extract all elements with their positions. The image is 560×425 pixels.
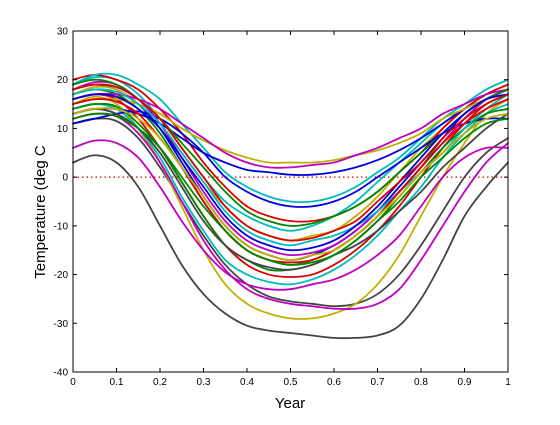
- y-tick-label: -30: [54, 319, 69, 330]
- series-line-27: [72, 112, 509, 266]
- y-tick-label: -20: [54, 270, 69, 281]
- series-layer: [72, 72, 509, 340]
- y-tick-label: 20: [57, 75, 69, 86]
- series-line-12: [72, 73, 509, 223]
- x-tick-label: 0.6: [327, 377, 341, 388]
- series-line-22: [72, 98, 509, 264]
- series-line-25: [72, 107, 509, 261]
- x-tick-label: 1: [505, 377, 511, 388]
- x-axis-label: Year: [275, 395, 305, 412]
- x-tick-label: 0: [70, 377, 76, 388]
- x-tick-label: 0.8: [414, 377, 428, 388]
- x-tick-label: 0.1: [110, 377, 124, 388]
- y-axis-label: Temperature (deg C: [32, 145, 49, 279]
- series-line-24: [72, 93, 509, 252]
- series-line-14: [72, 88, 509, 176]
- y-tick-label: 10: [57, 124, 69, 135]
- series-line-5: [72, 139, 509, 291]
- y-tick-label: -40: [54, 368, 69, 379]
- x-tick-label: 0.3: [197, 377, 211, 388]
- tick-layer: 0 0.1 0.2 0.3 0.4 0.5 0.6 0.7 0.8 0.9 1 -40 -30 -20 -1…: [54, 27, 512, 389]
- x-tick-label: 0.2: [153, 377, 167, 388]
- series-line-16: [72, 88, 509, 169]
- series-line-4: [72, 112, 509, 311]
- series-line-13: [72, 72, 509, 204]
- x-tick-label: 0.7: [371, 377, 385, 388]
- series-line-7: [72, 93, 509, 278]
- series-line-26: [72, 83, 509, 242]
- series-line-19: [72, 108, 509, 271]
- y-tick-label: 0: [62, 173, 68, 184]
- y-tick-label: 30: [57, 27, 69, 38]
- series-line-6: [72, 103, 509, 286]
- x-tick-label: 0.9: [458, 377, 472, 388]
- series-line-17: [72, 110, 509, 208]
- x-tick-label: 0.5: [284, 377, 298, 388]
- series-line-2: [72, 117, 509, 308]
- series-line-1: [72, 154, 509, 340]
- x-tick-label: 0.4: [240, 377, 254, 388]
- y-tick-label: -10: [54, 221, 69, 232]
